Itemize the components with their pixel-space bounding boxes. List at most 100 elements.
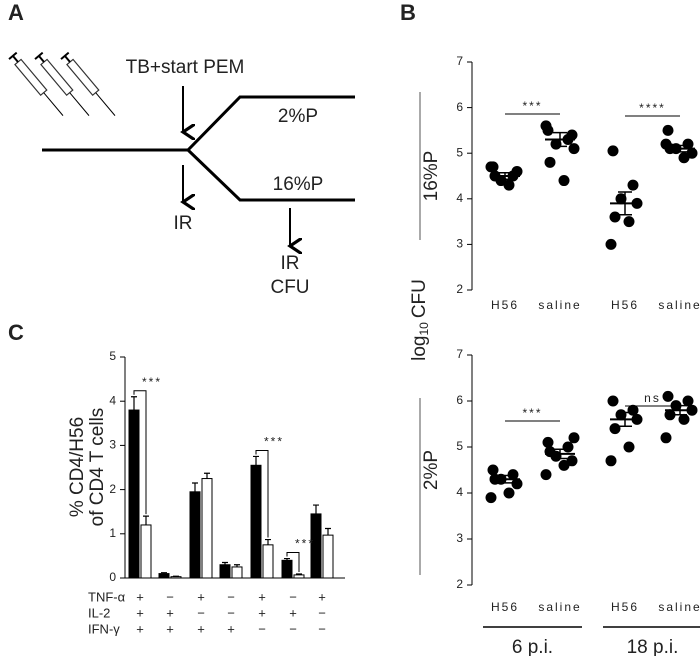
error-bar [313, 504, 319, 514]
y-tick-label: 7 [456, 54, 463, 68]
significance-label: *** [142, 375, 162, 389]
data-point [540, 120, 552, 132]
data-point [605, 238, 617, 250]
bar [281, 559, 293, 579]
error-bar [618, 191, 632, 216]
data-point [605, 455, 617, 467]
sign: + [197, 621, 205, 636]
y-tick-label: 6 [456, 100, 463, 114]
data-point [485, 161, 497, 173]
error-bar [498, 172, 512, 180]
panel-label: C [8, 320, 24, 345]
data-point [609, 423, 621, 435]
subscript: 10 [417, 322, 431, 336]
data-point [607, 145, 619, 157]
x-tick-label: H56 [611, 600, 639, 614]
error-bar [234, 564, 240, 567]
significance-bracket [133, 390, 147, 515]
readout-label: IR [174, 213, 193, 234]
sign: − [289, 621, 297, 636]
sign: + [197, 589, 205, 604]
bar [219, 564, 231, 579]
data-point [662, 390, 674, 402]
y-tick-label: 5 [109, 349, 116, 363]
y-tick-label: 3 [109, 438, 116, 452]
sign: + [318, 589, 326, 604]
unit: CFU [409, 279, 430, 318]
event-label: TB+start PEM [126, 57, 245, 78]
bar [293, 574, 305, 579]
significance-bracket [286, 552, 300, 573]
error-bar [253, 455, 259, 466]
data-point [682, 138, 694, 150]
bar [128, 409, 140, 579]
sign: + [136, 621, 144, 636]
sign: − [258, 621, 266, 636]
y-tick-label: 0 [109, 570, 116, 584]
sign: − [227, 589, 235, 604]
data-point [485, 492, 497, 504]
error-bar [143, 515, 149, 525]
bar [262, 544, 274, 579]
readout-label: IR [281, 253, 300, 274]
row-label: TNF-α [88, 589, 126, 604]
y-tick-label: 3 [456, 237, 463, 251]
x-tick-label: saline [658, 600, 700, 614]
x-tick-label: H56 [611, 298, 639, 312]
y-axis-label: 2%P [421, 450, 442, 490]
y-tick-label: 7 [456, 347, 463, 361]
bar [231, 566, 243, 579]
error-bar [131, 396, 137, 411]
y-axis-label: 16%P [421, 151, 442, 202]
data-point [686, 147, 698, 159]
data-point [568, 432, 580, 444]
data-point [627, 179, 639, 191]
row-label: IL-2 [88, 605, 110, 620]
error-bar [222, 561, 228, 565]
row-label: IFN-γ [88, 621, 120, 636]
sign: + [258, 589, 266, 604]
branch-label: 2%P [278, 106, 318, 127]
bar [201, 478, 213, 579]
y-tick-label: 2 [456, 577, 463, 591]
data-point [558, 175, 570, 187]
y-tick-label: 6 [456, 393, 463, 407]
log: log [409, 336, 430, 361]
y-tick-label: 3 [456, 531, 463, 545]
x-tick-label: saline [658, 298, 700, 312]
data-point [503, 179, 515, 191]
data-point [623, 216, 635, 228]
x-tick-label: H56 [491, 298, 519, 312]
data-point [540, 469, 552, 481]
sign: + [289, 605, 297, 620]
group-label: 18 p.i. [627, 637, 679, 656]
data-point [678, 152, 690, 164]
data-point [664, 409, 676, 421]
y-tick-label: 4 [456, 191, 463, 205]
data-point [660, 138, 672, 150]
shared-y-label: log10 CFU [409, 279, 431, 361]
y-tick-label: 2 [456, 282, 463, 296]
error-bar [618, 411, 632, 428]
bar [189, 491, 201, 579]
y-tick-label: 4 [109, 393, 116, 407]
sign: + [227, 621, 235, 636]
data-point [542, 436, 554, 448]
data-point [609, 211, 621, 223]
significance-label: *** [522, 406, 542, 420]
data-point [511, 478, 523, 490]
data-point [566, 129, 578, 141]
y-tick-label: 4 [456, 485, 463, 499]
syringes [8, 51, 116, 116]
x-tick-label: saline [538, 600, 581, 614]
significance-bracket [255, 449, 269, 538]
error-bar [192, 482, 198, 492]
readout-label: CFU [270, 277, 309, 298]
timeline [42, 95, 355, 202]
data-point [511, 165, 523, 177]
panel-label: B [400, 0, 416, 25]
sign: − [197, 605, 205, 620]
error-bar [498, 474, 512, 484]
data-point [682, 395, 694, 407]
